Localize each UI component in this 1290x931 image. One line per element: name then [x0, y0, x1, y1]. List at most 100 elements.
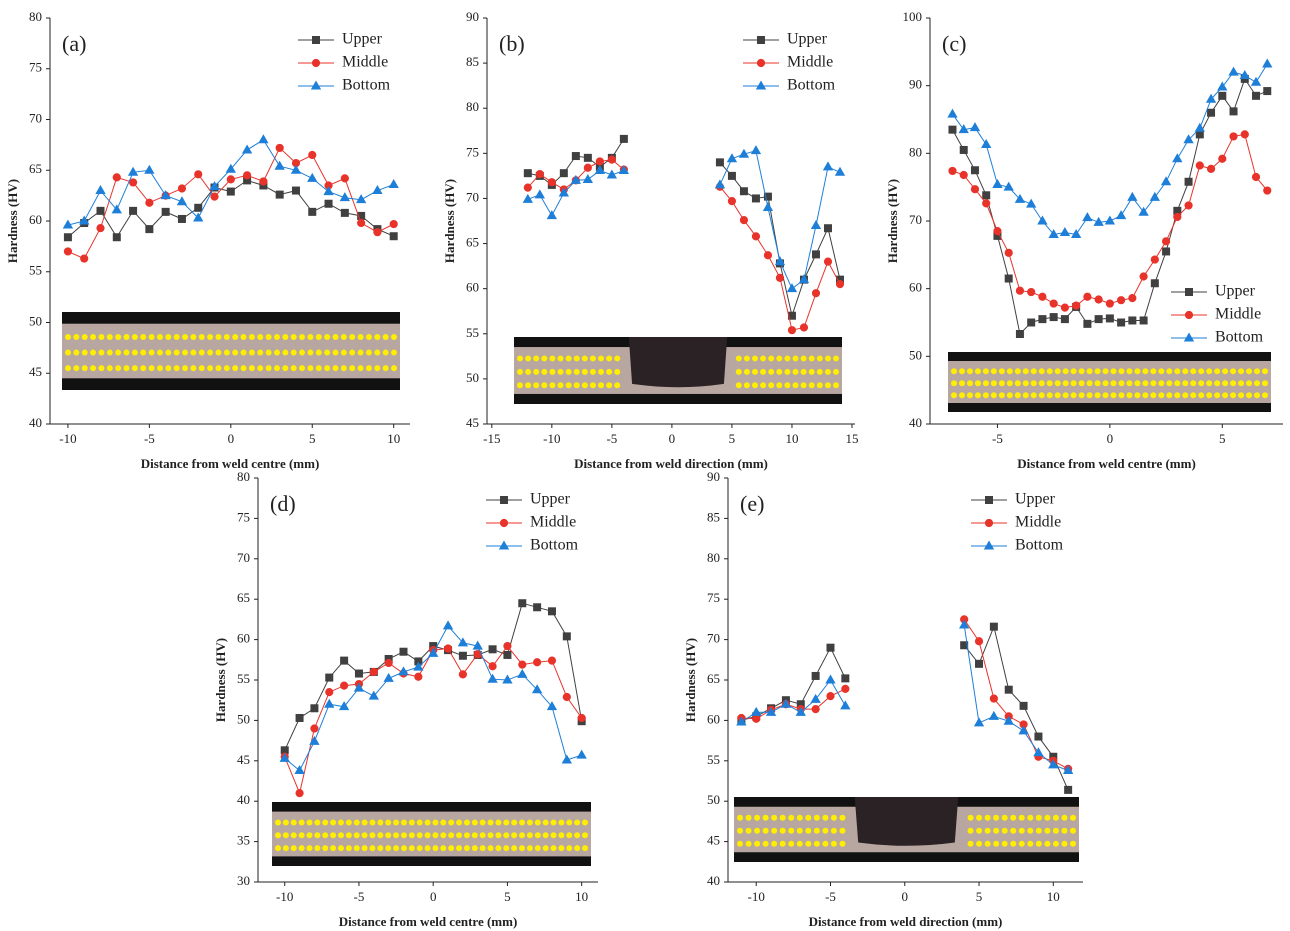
indent-dot [1190, 380, 1197, 387]
indent-dot [1078, 392, 1085, 399]
marker [112, 233, 121, 242]
marker [209, 180, 220, 190]
indent-dot [374, 349, 381, 356]
indent-dot [382, 349, 389, 356]
indent-dot [1254, 392, 1261, 399]
indent-dot [824, 368, 831, 375]
y-tick-label: 60 [29, 212, 42, 227]
indent-dot [751, 355, 758, 362]
marker [571, 152, 580, 161]
marker [389, 232, 398, 241]
indent-dot [751, 382, 758, 389]
indent-dot [762, 814, 769, 821]
marker [975, 659, 984, 668]
marker [534, 189, 545, 199]
indent-dot [377, 845, 384, 852]
marker [1083, 319, 1092, 328]
marker [948, 166, 957, 176]
indent-dot [374, 365, 381, 372]
indent-dot [982, 380, 989, 387]
marker [1014, 193, 1026, 203]
marker [310, 704, 319, 713]
indent-dot [565, 382, 572, 389]
indent-dot [1018, 814, 1025, 821]
marker [275, 143, 284, 153]
indent-dot [754, 814, 761, 821]
indent-dot [123, 365, 130, 372]
indent-dot [1001, 814, 1008, 821]
indent-dot [290, 819, 297, 826]
indent-dot [298, 845, 305, 852]
indent-dot [290, 365, 297, 372]
indent-dot [1110, 392, 1117, 399]
x-tick-label: 5 [1219, 431, 1226, 446]
marker [834, 166, 846, 176]
indent-dot [345, 832, 352, 839]
indent-dot [148, 349, 155, 356]
indent-dot [1086, 380, 1093, 387]
marker [413, 661, 424, 671]
indent-dot [471, 832, 478, 839]
marker [1160, 176, 1172, 186]
marker [325, 673, 334, 682]
indent-dot [190, 349, 197, 356]
marker [1229, 132, 1238, 141]
marker [765, 706, 777, 716]
indent-dot [1014, 392, 1021, 399]
marker [291, 186, 300, 195]
marker [1117, 318, 1126, 327]
marker [1240, 130, 1249, 139]
marker [368, 690, 379, 700]
y-tick-label: 90 [707, 469, 720, 484]
indent-dot [760, 355, 767, 362]
indent-dot [1254, 380, 1261, 387]
marker [353, 682, 365, 692]
marker [340, 681, 349, 690]
marker [523, 169, 532, 178]
indent-dot [385, 845, 392, 852]
indent-dot [361, 832, 368, 839]
indent-dot [788, 814, 795, 821]
marker [826, 643, 835, 652]
indent-dot [606, 355, 613, 362]
indent-dot [792, 368, 799, 375]
marker [1027, 287, 1036, 297]
weld-nugget [854, 797, 959, 846]
indent-dot [614, 368, 621, 375]
y-tick-label: 70 [29, 110, 42, 125]
marker [757, 36, 765, 44]
x-tick-label: 10 [785, 431, 798, 446]
indent-dot [534, 819, 541, 826]
indent-dot [324, 365, 331, 372]
x-tick-label: 5 [976, 889, 983, 904]
indent-dot [1035, 840, 1042, 847]
x-tick-label: -10 [543, 431, 560, 446]
marker [562, 632, 571, 641]
indent-dot [998, 392, 1005, 399]
y-tick-label: 65 [707, 671, 720, 686]
marker [618, 164, 630, 174]
x-tick-label: -5 [825, 889, 836, 904]
marker [531, 684, 543, 694]
indent-dot [353, 819, 360, 826]
marker [738, 148, 750, 158]
indent-dot [1022, 392, 1029, 399]
indent-dot [232, 365, 239, 372]
indent-dot [1238, 380, 1245, 387]
marker [841, 674, 850, 683]
legend-label: Middle [342, 54, 388, 71]
indent-dot [1238, 368, 1245, 375]
marker [258, 134, 269, 144]
indent-dot [1182, 380, 1189, 387]
indent-dot [1054, 392, 1061, 399]
y-tick-label: 80 [466, 99, 479, 114]
marker [755, 80, 767, 90]
indent-dot [1166, 392, 1173, 399]
indent-dot [839, 814, 846, 821]
indent-dot [549, 355, 556, 362]
indent-dot [796, 814, 803, 821]
indent-dot [479, 845, 486, 852]
marker [1228, 66, 1239, 76]
y-tick-label: 60 [466, 280, 479, 295]
marker [503, 650, 512, 659]
